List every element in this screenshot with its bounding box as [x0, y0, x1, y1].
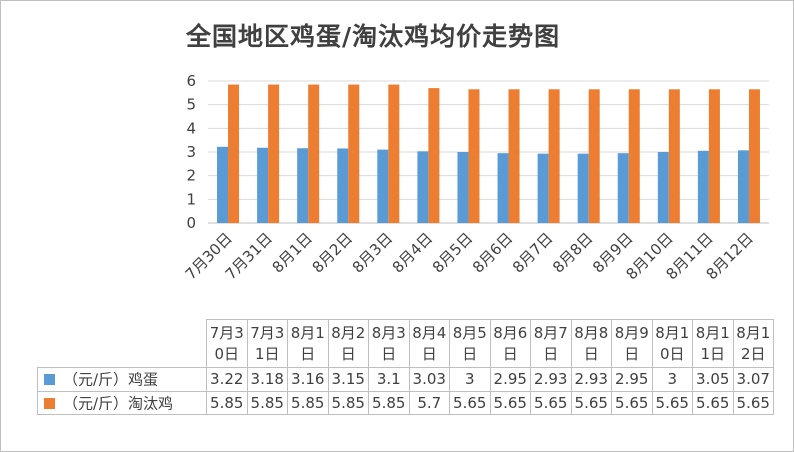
table-header-row: 7月30日 7月31日 8月1日 8月2日 8月3日 8月4日 8月5日 8月6日 8月7日 8月…	[37, 319, 774, 368]
table-cell: 3.16	[287, 367, 329, 392]
bar-egg	[657, 152, 669, 223]
x-tick-label: 8月7日	[509, 229, 556, 276]
bar-hen	[228, 84, 240, 223]
table-cell: 3.15	[327, 367, 369, 392]
bar-hen	[588, 89, 600, 224]
table-cell: 2.95	[489, 367, 531, 392]
bar-egg	[257, 147, 269, 223]
bar-egg	[737, 150, 749, 223]
table-cell: 3.22	[206, 367, 248, 392]
table-cell: 5.65	[570, 390, 612, 415]
table-cell: 3.05	[692, 367, 734, 392]
table-cell: 5.65	[651, 390, 693, 415]
x-tick-label: 8月1日	[269, 229, 316, 276]
bar-egg	[297, 148, 309, 223]
table-header-cell: 8月12日	[732, 319, 774, 368]
y-tick-label: 4	[186, 119, 196, 137]
legend-swatch	[44, 374, 55, 385]
table-cell: 5.65	[449, 390, 491, 415]
x-tick-label: 8月6日	[469, 229, 516, 276]
table-cell: 5.65	[611, 390, 653, 415]
table-cell: 5.85	[206, 390, 248, 415]
bar-hen	[308, 84, 320, 223]
table-cell: 3.07	[732, 367, 774, 392]
table-cell: 5.7	[408, 390, 450, 415]
y-tick-label: 0	[186, 214, 196, 232]
table-cell: 2.93	[530, 367, 572, 392]
y-tick-label: 3	[186, 143, 196, 161]
chart-title: 全国地区鸡蛋/淘汰鸡均价走势图	[186, 22, 561, 51]
table-row: （元/斤）鸡蛋 3.22 3.18 3.16 3.15 3.1 3.03 3 2.95 2.93 2…	[37, 367, 774, 392]
plot-area: 01234567月30日7月31日8月1日8月2日8月3日8月4日8月5日8月6…	[182, 72, 769, 283]
table-header-cell: 8月5日	[449, 319, 491, 368]
bar-hen	[348, 84, 360, 223]
y-tick-label: 6	[186, 72, 196, 90]
table-header-cell: 7月31日	[246, 319, 288, 368]
legend-entry: （元/斤）淘汰鸡	[37, 390, 207, 415]
bar-egg	[217, 146, 229, 223]
table-cell: 5.85	[327, 390, 369, 415]
bar-egg	[377, 149, 389, 223]
table-corner	[37, 319, 207, 368]
bar-egg	[617, 153, 629, 223]
bar-hen	[388, 84, 400, 223]
bar-hen	[748, 89, 760, 224]
bar-hen	[628, 89, 640, 224]
table-header-cell: 8月8日	[570, 319, 612, 368]
bar-hen	[708, 89, 720, 224]
data-table: 7月30日 7月31日 8月1日 8月2日 8月3日 8月4日 8月5日 8月6日 8月7日 8月…	[37, 319, 774, 415]
table-cell: 3	[651, 367, 693, 392]
bar-egg	[497, 153, 509, 223]
x-tick-label: 8月4日	[389, 229, 436, 276]
table-header-cell: 8月7日	[530, 319, 572, 368]
table-cell: 3.1	[368, 367, 410, 392]
legend-entry: （元/斤）鸡蛋	[37, 367, 207, 392]
table-cell: 5.85	[246, 390, 288, 415]
table-header-cell: 8月9日	[611, 319, 653, 368]
y-tick-label: 1	[186, 190, 196, 208]
x-tick-label: 8月2日	[309, 229, 356, 276]
bar-hen	[428, 88, 440, 223]
x-tick-label: 8月8日	[549, 229, 596, 276]
bar-hen	[268, 84, 280, 223]
table-header-cell: 8月3日	[368, 319, 410, 368]
table-row: （元/斤）淘汰鸡 5.85 5.85 5.85 5.85 5.85 5.7 5.65 5.65 5…	[37, 390, 774, 415]
table-header-cell: 7月30日	[206, 319, 248, 368]
table-cell: 2.93	[570, 367, 612, 392]
y-tick-label: 2	[186, 167, 196, 185]
table-cell: 5.65	[530, 390, 572, 415]
bar-hen	[548, 89, 560, 224]
table-cell: 3.03	[408, 367, 450, 392]
table-cell: 3	[449, 367, 491, 392]
table-header-cell: 8月6日	[489, 319, 531, 368]
bar-hen	[508, 89, 520, 224]
x-tick-label: 8月5日	[429, 229, 476, 276]
table-header-cell: 8月1日	[287, 319, 329, 368]
table-header-cell: 8月4日	[408, 319, 450, 368]
bar-egg	[577, 153, 589, 223]
table-cell: 5.85	[368, 390, 410, 415]
legend-swatch	[44, 397, 55, 409]
y-tick-label: 5	[186, 96, 196, 114]
x-tick-label: 8月3日	[349, 229, 396, 276]
table-header-cell: 8月10日	[651, 319, 693, 368]
bar-hen	[468, 89, 480, 224]
bar-egg	[537, 153, 549, 223]
table-header-cell: 8月2日	[327, 319, 369, 368]
bar-egg	[337, 148, 349, 223]
table-cell: 5.65	[692, 390, 734, 415]
bar-egg	[417, 151, 429, 223]
table-cell: 3.18	[246, 367, 288, 392]
table-cell: 5.65	[732, 390, 774, 415]
table-cell: 5.65	[489, 390, 531, 415]
table-cell: 2.95	[611, 367, 653, 392]
series-name: （元/斤）淘汰鸡	[63, 394, 174, 412]
bar-egg	[457, 152, 469, 223]
table-header-cell: 8月11日	[692, 319, 734, 368]
table-cell: 5.85	[287, 390, 329, 415]
bar-egg	[697, 150, 709, 223]
series-name: （元/斤）鸡蛋	[63, 370, 159, 389]
bar-hen	[668, 89, 680, 224]
